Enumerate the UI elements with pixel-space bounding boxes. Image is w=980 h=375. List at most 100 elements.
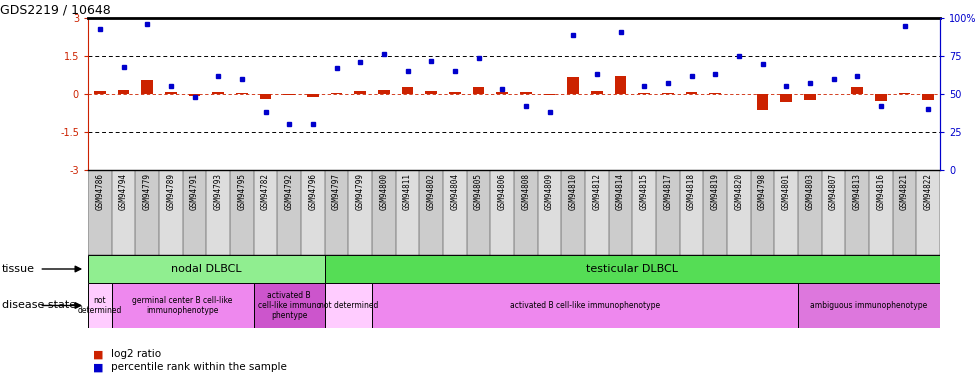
Bar (846, 170, 869, 255)
Text: GDS2219 / 10648: GDS2219 / 10648 (0, 4, 111, 17)
Text: GSM94786: GSM94786 (95, 172, 104, 210)
Text: GSM94816: GSM94816 (876, 172, 885, 210)
Text: tissue: tissue (2, 264, 35, 274)
Bar (544, 94, 556, 95)
Bar (277, 170, 301, 255)
Text: GSM94789: GSM94789 (167, 172, 175, 210)
Bar (472, 87, 484, 94)
Bar (425, 91, 437, 94)
Bar (798, 283, 940, 328)
Text: GSM94813: GSM94813 (853, 172, 861, 210)
Text: GSM94814: GSM94814 (616, 172, 625, 210)
Bar (135, 170, 159, 255)
Bar (899, 93, 910, 94)
Bar (632, 170, 656, 255)
Text: GSM94800: GSM94800 (379, 172, 388, 210)
Bar (230, 170, 254, 255)
Text: percentile rank within the sample: percentile rank within the sample (111, 363, 286, 372)
Text: GSM94808: GSM94808 (521, 172, 530, 210)
Bar (567, 77, 579, 94)
Bar (609, 170, 632, 255)
Text: disease state: disease state (2, 300, 76, 310)
Bar (307, 94, 318, 97)
Text: GSM94804: GSM94804 (451, 172, 460, 210)
Text: GSM94803: GSM94803 (806, 172, 814, 210)
Text: GSM94812: GSM94812 (592, 172, 602, 210)
Bar (496, 93, 508, 94)
Bar (916, 170, 940, 255)
Text: ■: ■ (93, 350, 104, 359)
Bar (727, 170, 751, 255)
Bar (112, 170, 135, 255)
Bar (141, 80, 153, 94)
Bar (207, 170, 230, 255)
Bar (798, 170, 821, 255)
Bar (236, 93, 248, 94)
Bar (260, 94, 271, 99)
Bar (520, 93, 532, 94)
Bar (704, 170, 727, 255)
Text: ambiguous immunophenotype: ambiguous immunophenotype (810, 301, 928, 310)
Bar (88, 255, 324, 283)
Bar (780, 94, 792, 102)
Text: activated B
cell-like immuno
phentype: activated B cell-like immuno phentype (258, 291, 320, 320)
Text: GSM94815: GSM94815 (640, 172, 649, 210)
Text: not determined: not determined (318, 301, 378, 310)
Bar (757, 94, 768, 110)
Bar (490, 170, 514, 255)
Bar (514, 170, 538, 255)
Bar (94, 91, 106, 94)
Bar (922, 94, 934, 100)
Bar (254, 170, 277, 255)
Bar (419, 170, 443, 255)
Bar (585, 170, 609, 255)
Text: GSM94810: GSM94810 (568, 172, 577, 210)
Bar (869, 170, 893, 255)
Bar (402, 87, 414, 94)
Text: GSM94822: GSM94822 (924, 172, 933, 210)
Bar (562, 170, 585, 255)
Bar (538, 170, 562, 255)
Text: GSM94797: GSM94797 (332, 172, 341, 210)
Bar (112, 283, 254, 328)
Text: GSM94802: GSM94802 (426, 172, 436, 210)
Bar (254, 283, 324, 328)
Text: germinal center B cell-like
immunophenotype: germinal center B cell-like immunophenot… (132, 296, 233, 315)
Bar (213, 93, 224, 94)
Bar (443, 170, 466, 255)
Bar (662, 93, 674, 94)
Text: GSM94811: GSM94811 (403, 172, 412, 210)
Text: GSM94796: GSM94796 (309, 172, 318, 210)
Text: GSM94817: GSM94817 (663, 172, 672, 210)
Bar (182, 170, 207, 255)
Text: GSM94792: GSM94792 (284, 172, 294, 210)
Bar (396, 170, 419, 255)
Text: GSM94791: GSM94791 (190, 172, 199, 210)
Text: GSM94798: GSM94798 (758, 172, 767, 210)
Bar (875, 94, 887, 101)
Bar (301, 170, 324, 255)
Bar (774, 170, 798, 255)
Bar (88, 283, 112, 328)
Text: GSM94782: GSM94782 (261, 172, 270, 210)
Text: ■: ■ (93, 363, 104, 372)
Bar (330, 93, 342, 94)
Bar (751, 170, 774, 255)
Bar (165, 93, 176, 94)
Text: GSM94805: GSM94805 (474, 172, 483, 210)
Bar (372, 283, 798, 328)
Text: GSM94794: GSM94794 (119, 172, 128, 210)
Bar (638, 93, 650, 94)
Bar (656, 170, 680, 255)
Bar (159, 170, 182, 255)
Bar (354, 91, 367, 94)
Bar (324, 283, 372, 328)
Bar (372, 170, 396, 255)
Text: GSM94807: GSM94807 (829, 172, 838, 210)
Bar (591, 92, 603, 94)
Bar (804, 94, 815, 100)
Text: testicular DLBCL: testicular DLBCL (586, 264, 678, 274)
Bar (710, 93, 721, 94)
Bar (614, 76, 626, 94)
Text: activated B cell-like immunophenotype: activated B cell-like immunophenotype (510, 301, 661, 310)
